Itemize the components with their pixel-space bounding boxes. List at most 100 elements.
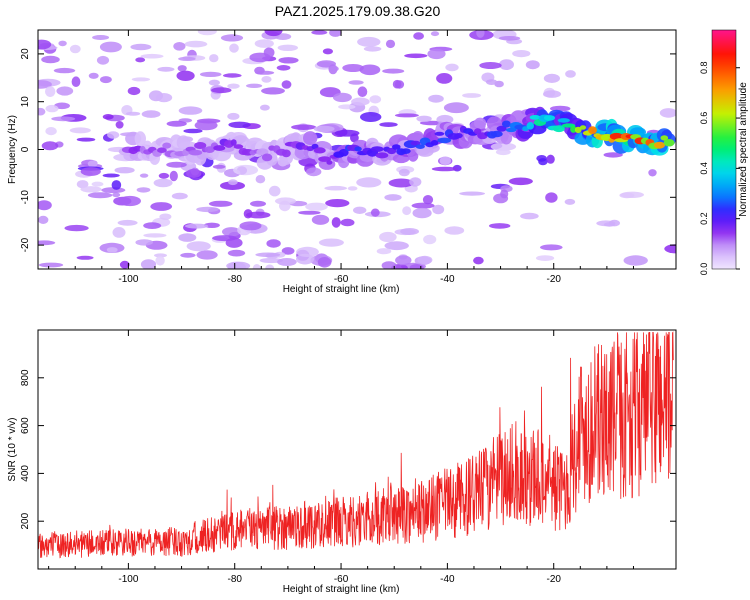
noise-blob bbox=[443, 102, 469, 114]
chart-title: PAZ1.2025.179.09.38.G20 bbox=[274, 3, 441, 19]
ridge-core bbox=[437, 137, 452, 144]
noise-blob bbox=[277, 44, 298, 51]
y-tick-label: 200 bbox=[20, 512, 31, 529]
noise-blob bbox=[130, 43, 152, 51]
noise-blob bbox=[430, 31, 440, 37]
y-tick-label: -10 bbox=[20, 190, 31, 205]
noise-blob bbox=[351, 97, 370, 106]
noise-blob bbox=[404, 53, 428, 59]
noise-blob bbox=[281, 247, 295, 255]
noise-blob bbox=[428, 94, 444, 103]
noise-blob bbox=[546, 154, 555, 164]
ridge-core bbox=[543, 115, 556, 121]
noise-blob bbox=[41, 55, 60, 64]
y-axis-label: Frequency (Hz) bbox=[7, 115, 18, 184]
noise-blob bbox=[395, 255, 412, 266]
noise-blob bbox=[45, 104, 59, 113]
noise-blob bbox=[226, 261, 251, 269]
noise-blob bbox=[276, 65, 291, 71]
noise-blob bbox=[100, 76, 112, 84]
noise-blob bbox=[155, 93, 173, 103]
noise-blob bbox=[275, 197, 296, 205]
noise-blob bbox=[388, 178, 414, 188]
noise-blob bbox=[445, 63, 459, 72]
snr-series-line bbox=[38, 331, 674, 559]
noise-blob bbox=[143, 233, 167, 238]
noise-blob bbox=[76, 255, 94, 260]
noise-blob bbox=[51, 116, 76, 122]
noise-blob bbox=[357, 36, 381, 47]
noise-blob bbox=[38, 262, 64, 268]
noise-blob bbox=[229, 43, 239, 53]
noise-blob bbox=[417, 255, 433, 265]
noise-blob bbox=[489, 223, 511, 229]
noise-blob bbox=[278, 57, 299, 64]
ridge-core bbox=[313, 147, 326, 154]
noise-blob bbox=[155, 255, 165, 266]
noise-blob bbox=[239, 221, 262, 231]
noise-blob bbox=[178, 56, 196, 62]
ridge-core bbox=[663, 139, 675, 147]
y-axis-label: SNR (10 * v/v) bbox=[7, 418, 18, 482]
noise-blob bbox=[413, 32, 424, 40]
noise-blob bbox=[249, 52, 271, 63]
noise-blob bbox=[363, 46, 382, 52]
noise-blob bbox=[173, 42, 186, 51]
noise-blob bbox=[436, 114, 454, 125]
noise-blob bbox=[353, 206, 367, 214]
noise-blob bbox=[422, 195, 434, 205]
ridge-blob bbox=[303, 131, 318, 146]
noise-blob bbox=[498, 36, 521, 41]
noise-blob bbox=[536, 255, 555, 261]
noise-blob bbox=[394, 113, 419, 118]
noise-blob bbox=[500, 189, 509, 199]
noise-blob bbox=[158, 172, 170, 179]
noise-blob bbox=[127, 86, 141, 96]
noise-blob bbox=[357, 86, 368, 97]
noise-blob bbox=[545, 192, 558, 203]
noise-blob bbox=[106, 247, 118, 253]
noise-blob bbox=[157, 66, 175, 72]
noise-blob bbox=[432, 204, 445, 215]
ridge-blob bbox=[134, 131, 146, 147]
noise-blob bbox=[423, 234, 437, 245]
noise-blob bbox=[266, 239, 281, 248]
noise-blob bbox=[45, 86, 56, 97]
noise-blob bbox=[409, 177, 422, 187]
noise-blob bbox=[118, 195, 141, 207]
noise-blob bbox=[227, 83, 240, 89]
noise-blob bbox=[177, 65, 187, 72]
ridge-core bbox=[410, 140, 421, 146]
ridge-core bbox=[454, 133, 463, 139]
noise-blob bbox=[306, 167, 322, 177]
noise-blob bbox=[153, 178, 173, 188]
noise-blob bbox=[212, 235, 237, 242]
noise-blob bbox=[178, 106, 203, 115]
ridge-blob bbox=[474, 117, 487, 129]
noise-blob bbox=[508, 177, 533, 186]
noise-blob bbox=[76, 180, 89, 189]
noise-blob bbox=[180, 252, 196, 258]
y-tick-label: 400 bbox=[20, 465, 31, 482]
noise-blob bbox=[664, 244, 676, 254]
noise-blob bbox=[222, 227, 241, 237]
ridge-core bbox=[401, 148, 411, 155]
ridge-core bbox=[162, 142, 172, 149]
noise-blob bbox=[209, 54, 219, 63]
noise-blob bbox=[264, 30, 283, 37]
x-tick-label: -40 bbox=[440, 274, 455, 285]
noise-blob bbox=[38, 215, 49, 224]
ridge-core bbox=[213, 145, 226, 151]
noise-blob bbox=[564, 198, 576, 205]
noise-blob bbox=[112, 192, 121, 198]
noise-blob bbox=[479, 62, 502, 69]
noise-blob bbox=[436, 73, 453, 84]
noise-blob bbox=[313, 125, 335, 133]
x-tick-label: -20 bbox=[546, 274, 561, 285]
noise-blob bbox=[56, 86, 74, 96]
noise-blob bbox=[199, 71, 222, 77]
ridge-core bbox=[570, 125, 577, 133]
noise-blob bbox=[69, 44, 81, 54]
noise-blob bbox=[135, 57, 146, 63]
noise-blob bbox=[91, 181, 104, 187]
